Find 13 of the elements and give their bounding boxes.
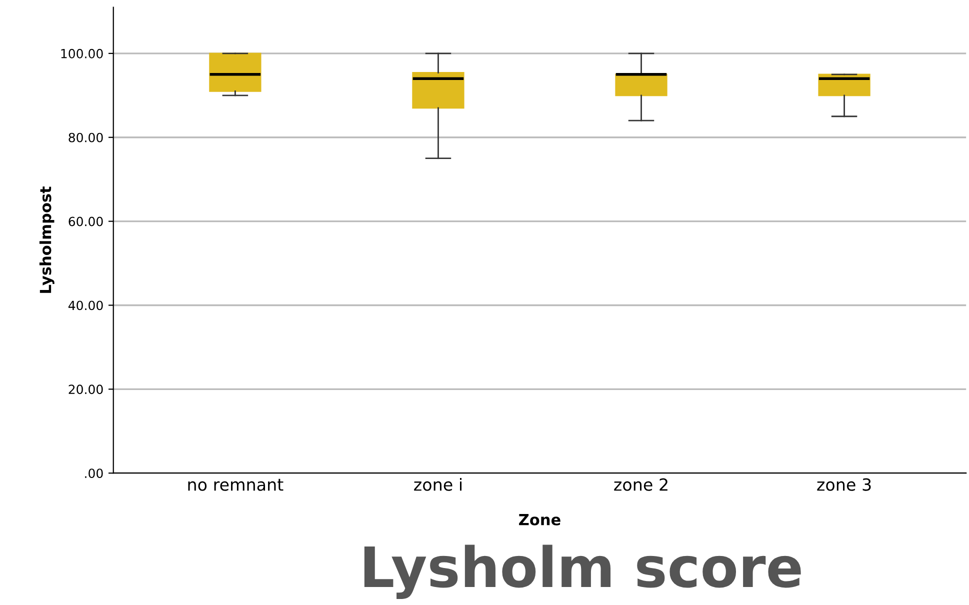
x-tick-label: zone i bbox=[414, 478, 462, 491]
x-tick-label: no remnant bbox=[188, 478, 284, 491]
x-tick-label: zone 2 bbox=[614, 478, 668, 491]
y-tick-label: 20.00 bbox=[68, 384, 103, 394]
y-tick-label: 60.00 bbox=[68, 216, 103, 226]
y-tick-label: .00 bbox=[85, 468, 103, 478]
x-tick-label: zone 3 bbox=[817, 478, 871, 491]
text: Lysholm score bbox=[364, 544, 801, 599]
y-tick-label: 80.00 bbox=[68, 132, 103, 142]
y-tick-label: 100.00 bbox=[61, 48, 103, 58]
y-axis-title: Lysholmpost bbox=[39, 186, 54, 293]
x-axis-title: Zone bbox=[519, 514, 560, 526]
y-tick-label: 40.00 bbox=[68, 300, 103, 310]
